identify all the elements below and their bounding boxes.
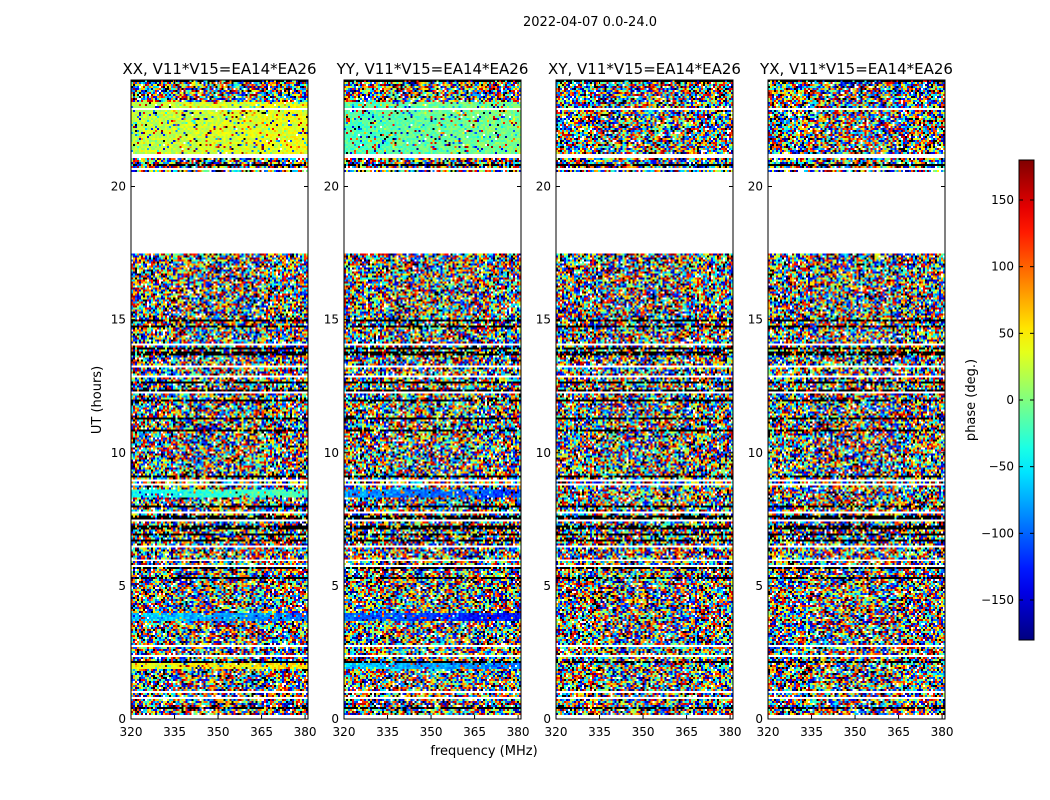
x-tick-label: 335 [163,725,186,739]
panel-title: XY, V11*V15=EA14*EA26 [548,60,741,78]
panel-title: YY, V11*V15=EA14*EA26 [336,60,529,78]
y-tick-label: 5 [543,579,551,593]
y-tick-label: 5 [118,579,126,593]
phase-heatmap [556,80,733,719]
panel-4: YX, V11*V15=EA14*EA26 320 335 350 365 380 0 5 10… [748,60,954,739]
panel-1: XX, V11*V15=EA14*EA26 320 335 350 365 380 0 5 10… [111,60,317,739]
x-tick-label: 365 [675,725,698,739]
y-tick-label: 10 [111,446,126,460]
panels-group: XX, V11*V15=EA14*EA26 320 335 350 365 380 0 5 10… [111,60,954,739]
x-tick-label: 320 [757,725,780,739]
phase-heatmap [344,80,521,719]
y-tick-label: 20 [536,180,551,194]
x-tick-label: 380 [294,725,317,739]
x-tick-label: 320 [120,725,143,739]
colorbar-tick-label: 50 [999,326,1014,340]
colorbar-tick-label: −50 [989,460,1014,474]
panel-frame [555,79,734,720]
colorbar-tick-label: 150 [991,193,1014,207]
x-axis-label: frequency (MHz) [430,744,537,759]
x-tick-label: 335 [588,725,611,739]
y-axis-label: UT (hours) [90,366,105,434]
y-tick-label: 15 [111,313,126,327]
y-tick-label: 0 [118,712,126,726]
y-tick-label: 10 [748,446,763,460]
y-tick-label: 15 [748,313,763,327]
x-tick-label: 320 [545,725,568,739]
panel-title: YX, V11*V15=EA14*EA26 [759,60,953,78]
colorbar-tick-label: 100 [991,260,1014,274]
panel-frame [130,79,309,720]
y-tick-label: 20 [748,180,763,194]
y-tick-label: 15 [324,313,339,327]
y-tick-label: 5 [331,579,339,593]
x-tick-label: 320 [333,725,356,739]
x-tick-label: 365 [250,725,273,739]
y-tick-label: 10 [536,446,551,460]
panel-title: XX, V11*V15=EA14*EA26 [122,60,316,78]
phase-heatmap [131,80,308,719]
figure-suptitle: 2022-04-07 0.0-24.0 [523,15,657,30]
panel-frame [767,79,946,720]
colorbar-label: phase (deg.) [964,359,979,441]
x-tick-label: 350 [420,725,443,739]
colorbar-tick-label: −150 [981,593,1014,607]
y-tick-label: 10 [324,446,339,460]
panel-2: YY, V11*V15=EA14*EA26 320 335 350 365 380 0 5 10… [324,60,530,739]
x-tick-label: 350 [844,725,867,739]
y-tick-label: 0 [331,712,339,726]
x-tick-label: 380 [719,725,742,739]
colorbar: −150 −100 −50 0 50 100 150 [981,159,1035,641]
phase-heatmap [768,80,945,719]
panel-frame [343,79,522,720]
x-tick-label: 380 [931,725,954,739]
colorbar-tick-label: 0 [1006,393,1014,407]
x-tick-label: 335 [800,725,823,739]
x-tick-label: 350 [207,725,230,739]
x-tick-label: 380 [507,725,530,739]
y-tick-label: 20 [111,180,126,194]
y-tick-label: 0 [755,712,763,726]
y-tick-label: 0 [543,712,551,726]
x-tick-label: 350 [632,725,655,739]
y-tick-label: 15 [536,313,551,327]
x-tick-label: 335 [376,725,399,739]
colorbar-tick-label: −100 [981,526,1014,540]
x-tick-label: 365 [463,725,486,739]
y-tick-label: 20 [324,180,339,194]
panel-3: XY, V11*V15=EA14*EA26 320 335 350 365 380 0 5 10… [536,60,742,739]
x-tick-label: 365 [887,725,910,739]
y-tick-label: 5 [755,579,763,593]
